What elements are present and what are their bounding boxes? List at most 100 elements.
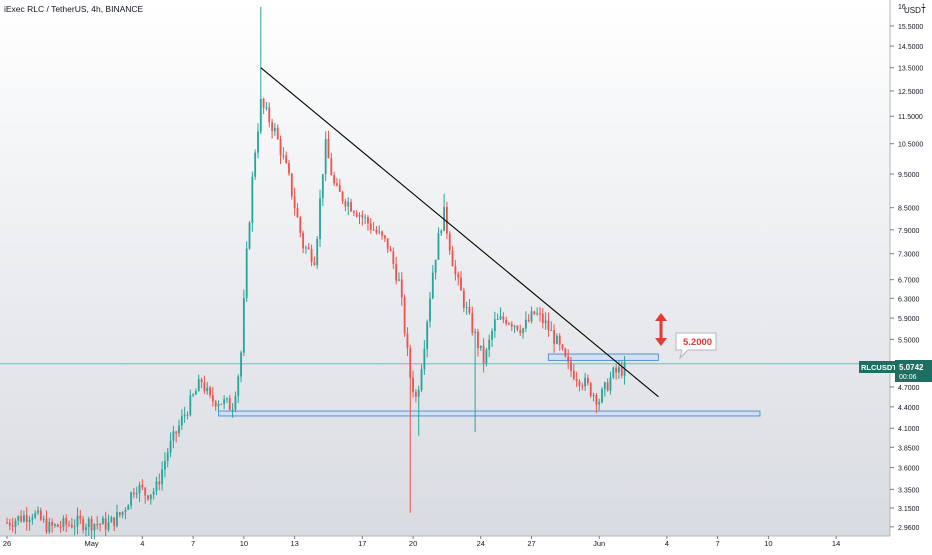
candle-body	[431, 272, 434, 299]
candle-134	[383, 234, 386, 243]
candle-182	[519, 324, 522, 337]
candle-109	[313, 256, 316, 266]
candle-body	[48, 522, 51, 532]
candle-body	[211, 395, 214, 402]
candle-3	[14, 518, 17, 535]
plot-background	[0, 0, 890, 536]
candle-body	[618, 367, 620, 373]
candle-73	[211, 387, 214, 407]
candle-70	[203, 375, 206, 394]
candle-62	[180, 409, 183, 431]
candle-body	[130, 492, 132, 506]
candle-body	[20, 515, 23, 522]
candle-body	[51, 522, 54, 526]
x-tick-label-10: Jun	[593, 539, 605, 548]
candle-89	[257, 123, 259, 159]
candle-55	[161, 461, 164, 491]
candle-106	[305, 245, 307, 254]
candle-body	[39, 510, 42, 520]
candle-192	[547, 312, 550, 337]
candle-body	[124, 509, 127, 512]
candle-body	[389, 248, 392, 252]
x-tick-label-1: May	[85, 539, 99, 548]
candle-78	[226, 397, 228, 403]
candle-15	[48, 517, 51, 534]
candle-6	[23, 510, 25, 523]
candle-41	[121, 511, 124, 519]
candle-body	[409, 348, 412, 378]
y-tick-label-14: 4.7000	[898, 385, 920, 392]
candle-131	[375, 226, 378, 235]
candle-88	[254, 149, 257, 180]
candle-body	[290, 173, 293, 197]
candle-26	[79, 509, 82, 525]
candle-body	[592, 395, 595, 397]
candle-body	[510, 323, 513, 327]
candle-body	[570, 361, 572, 371]
candle-body	[609, 377, 612, 391]
candle-201	[572, 364, 575, 381]
candle-body	[468, 307, 471, 313]
candle-body	[423, 348, 426, 370]
candle-body	[437, 233, 440, 260]
candle-148	[423, 340, 426, 375]
price-badge-symbol-box	[859, 361, 895, 373]
candle-body	[259, 98, 262, 132]
price-badge-countdown: 00:06	[899, 374, 917, 381]
candle-body	[344, 201, 347, 207]
target-callout-box	[675, 332, 717, 360]
candle-body	[99, 524, 101, 526]
candle-127	[364, 214, 367, 225]
candle-43	[127, 504, 130, 510]
candle-body	[104, 518, 107, 530]
candle-71	[206, 382, 209, 395]
candle-body	[285, 155, 288, 164]
candle-body	[121, 511, 124, 515]
candle-body	[485, 349, 488, 364]
candle-178	[508, 321, 510, 326]
candle-body	[96, 523, 99, 525]
candle-94	[271, 118, 273, 139]
candle-body	[228, 398, 231, 410]
candle-body	[398, 279, 400, 281]
candle-79	[228, 394, 231, 411]
y-tick-label-21: 2.9600	[898, 525, 920, 532]
candle-body	[355, 213, 358, 217]
price-axis[interactable]: 15.500014.500013.500012.500011.500010.50…	[890, 4, 923, 532]
candle-145	[414, 389, 417, 403]
candle-body	[499, 316, 502, 320]
target-annotation[interactable]: 5.2000	[675, 332, 717, 360]
candle-104	[299, 215, 302, 238]
candle-147	[420, 364, 423, 392]
candle-49	[144, 486, 147, 504]
candle-2	[11, 517, 14, 533]
candle-129	[369, 217, 372, 234]
candle-body	[446, 206, 448, 234]
candle-body	[132, 492, 135, 495]
candle-body	[434, 259, 437, 273]
candle-8	[28, 515, 31, 531]
double-arrow-icon[interactable]	[655, 313, 667, 346]
currency-label[interactable]: USDT	[904, 6, 926, 15]
candle-69	[200, 377, 203, 389]
candle-180	[513, 324, 516, 333]
candle-body	[341, 191, 344, 202]
time-axis[interactable]: 26 May 4 7 10 13 17 20 24 27 Jun 4 7 10 14	[3, 536, 840, 548]
candle-body	[17, 515, 20, 521]
x-tick-label-6: 17	[358, 539, 366, 548]
candle-30	[90, 515, 93, 536]
candle-31	[93, 523, 96, 540]
candle-body	[350, 201, 352, 212]
y-tick-label-5: 10.5000	[898, 142, 923, 149]
candle-body	[482, 345, 485, 364]
candle-body	[508, 323, 510, 325]
candle-body	[155, 481, 158, 492]
candle-216	[615, 363, 618, 380]
candle-179	[510, 321, 513, 332]
candle-93	[268, 102, 271, 128]
y-tick-label-17: 3.8500	[898, 445, 920, 452]
price-badge[interactable]: RLCUSDT 5.0742 00:06	[859, 360, 932, 382]
x-tick-label-14: 14	[832, 539, 840, 548]
